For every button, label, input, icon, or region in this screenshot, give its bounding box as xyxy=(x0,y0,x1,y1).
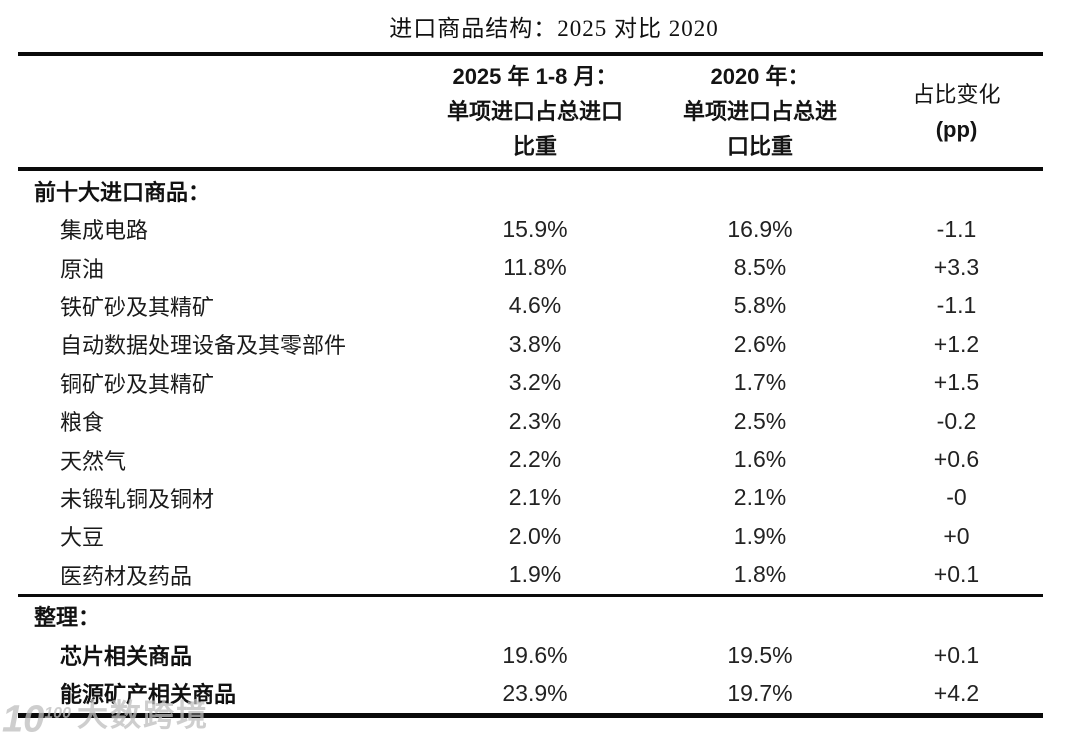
section-title: 整理： xyxy=(34,605,101,631)
section-header-row: 前十大进口商品： xyxy=(18,171,1043,210)
table-top-rule xyxy=(18,52,1043,56)
share-2025: 3.2% xyxy=(508,369,562,396)
table-header: 2025 年 1-8 月： 单项进口占总进口 比重 2020 年： 单项进口占总… xyxy=(18,56,1043,167)
change-value: +1.5 xyxy=(933,369,980,396)
table-row: 自动数据处理设备及其零部件 3.8% 2.6% +1.2 xyxy=(18,325,1043,363)
share-2020: 1.7% xyxy=(733,369,787,396)
table-row: 铜矿砂及其精矿 3.2% 1.7% +1.5 xyxy=(18,364,1043,402)
change-value: +0.1 xyxy=(933,641,980,668)
header-change-column: 占比变化 (pp) xyxy=(870,77,1043,147)
table-row: 大豆 2.0% 1.9% +0 xyxy=(18,517,1043,555)
table-row: 能源矿产相关商品 23.9% 19.7% +4.2 xyxy=(18,674,1043,712)
share-2020: 1.8% xyxy=(733,561,787,588)
table-row: 原油 11.8% 8.5% +3.3 xyxy=(18,248,1043,286)
header-bottom-rule xyxy=(18,167,1043,171)
table-row: 芯片相关商品 19.6% 19.5% +0.1 xyxy=(18,636,1043,674)
change-value: -1.1 xyxy=(936,292,977,319)
commodity-name: 铁矿砂及其精矿 xyxy=(60,294,215,320)
table-body: 前十大进口商品： 集成电路 15.9% 16.9% -1.1 原油 11.8% 8.5% +3.… xyxy=(0,171,1080,718)
share-2020: 1.6% xyxy=(733,446,787,473)
share-2020: 2.6% xyxy=(733,330,787,357)
share-2020: 8.5% xyxy=(733,254,787,281)
commodity-name: 能源矿产相关商品 xyxy=(60,682,237,708)
table-row: 铁矿砂及其精矿 4.6% 5.8% -1.1 xyxy=(18,287,1043,325)
header-2025-line2: 单项进口占总进口 xyxy=(446,99,623,124)
page-title: 进口商品结构：2025 对比 2020 xyxy=(389,16,719,41)
header-2025-line3: 比重 xyxy=(512,134,557,159)
change-value: +0.6 xyxy=(933,446,980,473)
share-2020: 1.9% xyxy=(733,522,787,549)
header-2020-line2: 单项进口占总进 xyxy=(682,99,837,124)
commodity-name: 自动数据处理设备及其零部件 xyxy=(60,333,347,359)
share-2020: 5.8% xyxy=(733,292,787,319)
change-value: +4.2 xyxy=(933,679,980,706)
share-2025: 3.8% xyxy=(508,330,562,357)
table-row: 医药材及药品 1.9% 1.8% +0.1 xyxy=(18,556,1043,594)
commodity-name: 芯片相关商品 xyxy=(60,644,193,670)
change-value: -1.1 xyxy=(936,215,977,242)
section-divider-rule xyxy=(18,593,1043,597)
commodity-name: 集成电路 xyxy=(60,218,149,244)
share-2025: 4.6% xyxy=(508,292,562,319)
share-2025: 2.0% xyxy=(508,522,562,549)
commodity-name: 铜矿砂及其精矿 xyxy=(60,371,215,397)
share-2020: 2.1% xyxy=(733,484,787,511)
share-2020: 19.5% xyxy=(727,641,793,668)
share-2025: 2.2% xyxy=(508,446,562,473)
header-2020-line3: 口比重 xyxy=(726,134,793,159)
change-value: +0.1 xyxy=(933,561,980,588)
header-change-line2: (pp) xyxy=(935,116,978,142)
change-value: -0 xyxy=(946,484,967,511)
table-row: 集成电路 15.9% 16.9% -1.1 xyxy=(18,210,1043,248)
change-value: +3.3 xyxy=(933,254,980,281)
share-2025: 2.1% xyxy=(508,484,562,511)
header-2025-column: 2025 年 1-8 月： 单项进口占总进口 比重 xyxy=(420,59,650,164)
commodity-name: 未锻轧铜及铜材 xyxy=(60,486,215,512)
share-2020: 2.5% xyxy=(733,407,787,434)
table-row: 未锻轧铜及铜材 2.1% 2.1% -0 xyxy=(18,479,1043,517)
commodity-name: 粮食 xyxy=(60,410,105,436)
share-2025: 19.6% xyxy=(502,641,568,668)
table-bottom-rule xyxy=(18,712,1043,718)
header-2025-line1: 2025 年 1-8 月： xyxy=(452,64,618,89)
table-row: 天然气 2.2% 1.6% +0.6 xyxy=(18,440,1043,478)
share-2025: 1.9% xyxy=(508,561,562,588)
table-row: 粮食 2.3% 2.5% -0.2 xyxy=(18,402,1043,440)
share-2025: 2.3% xyxy=(508,407,562,434)
header-2020-column: 2020 年： 单项进口占总进 口比重 xyxy=(650,59,870,164)
section-title: 前十大进口商品： xyxy=(34,179,211,205)
header-2020-line1: 2020 年： xyxy=(710,64,810,89)
section-header-row: 整理： xyxy=(18,597,1043,636)
change-value: +1.2 xyxy=(933,330,980,357)
share-2020: 19.7% xyxy=(727,679,793,706)
share-2025: 23.9% xyxy=(502,679,568,706)
commodity-name: 大豆 xyxy=(60,525,105,551)
share-2025: 11.8% xyxy=(503,254,567,281)
share-2020: 16.9% xyxy=(727,215,793,242)
header-change-line1: 占比变化 xyxy=(912,81,1001,107)
commodity-name: 原油 xyxy=(60,256,105,282)
change-value: +0 xyxy=(943,522,970,549)
commodity-name: 医药材及药品 xyxy=(60,563,193,589)
change-value: -0.2 xyxy=(936,407,977,434)
commodity-name: 天然气 xyxy=(60,448,127,474)
share-2025: 15.9% xyxy=(502,215,568,242)
